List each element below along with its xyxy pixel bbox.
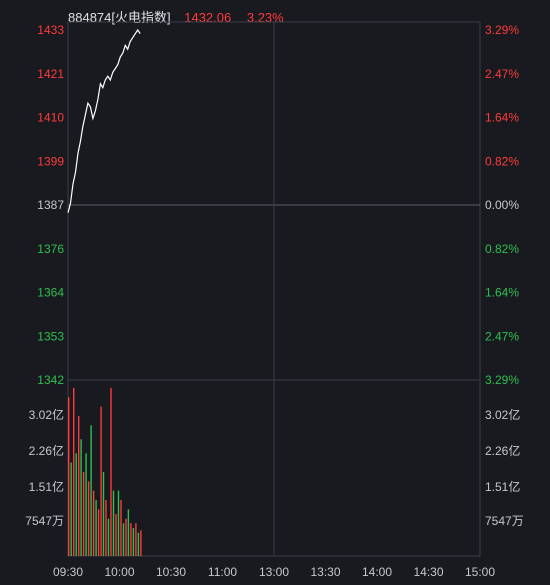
- time-tick-label: 09:30: [53, 565, 83, 579]
- volume-bar: [70, 462, 72, 556]
- volume-bar: [112, 490, 115, 556]
- volume-tick-label-left: 3.02亿: [29, 407, 64, 422]
- volume-tick-label-right: 1.51亿: [485, 479, 520, 494]
- chart-grid: [67, 21, 481, 557]
- volume-bar: [107, 518, 110, 556]
- volume-tick-label-right: 3.02亿: [485, 407, 520, 422]
- price-tick-label: 1364: [37, 286, 64, 300]
- volume-bar: [140, 530, 142, 556]
- time-axis: 09:30 10:00 10:30 11:00 13:00 13:30 14:00 14:30…: [53, 565, 495, 579]
- volume-bar: [130, 523, 132, 556]
- percent-tick-label: 2.47%: [485, 67, 519, 81]
- index-price: 1432.06: [184, 10, 232, 25]
- volume-bar: [80, 439, 82, 556]
- percent-tick-label: 2.47%: [485, 329, 519, 343]
- volume-bar: [122, 523, 125, 556]
- volume-bar: [127, 509, 130, 556]
- price-tick-label: 1376: [37, 242, 64, 256]
- price-tick-label: 1353: [37, 329, 64, 343]
- volume-bar: [102, 472, 105, 556]
- volume-tick-label-right: 2.26亿: [485, 443, 520, 458]
- percent-tick-label: 0.82%: [485, 154, 519, 168]
- time-tick-label: 14:30: [413, 565, 443, 579]
- time-tick-label: 13:00: [259, 565, 289, 579]
- time-tick-label: 10:30: [156, 565, 186, 579]
- volume-bar: [105, 500, 107, 556]
- volume-bar: [95, 500, 97, 556]
- price-tick-label: 1342: [37, 373, 64, 387]
- price-line: [67, 28, 141, 213]
- volume-bar: [100, 406, 102, 556]
- volume-bar: [125, 518, 127, 556]
- volume-bar: [68, 397, 70, 556]
- price-tick-label: 1433: [37, 23, 64, 37]
- index-change-percent: 3.23%: [246, 10, 284, 25]
- price-axis-left: 1433 1421 1410 1399 1387 1376 1364 1353 1342: [37, 23, 64, 387]
- volume-bar: [75, 453, 77, 556]
- volume-bar: [110, 387, 112, 556]
- volume-tick-label-left: 1.51亿: [29, 479, 64, 494]
- volume-bar: [135, 523, 137, 556]
- volume-bar: [117, 490, 120, 556]
- percent-axis-right: 3.29% 2.47% 1.64% 0.82% 0.00% 0.82% 1.64% 2.47%…: [485, 23, 519, 387]
- volume-bar: [73, 387, 75, 556]
- percent-tick-label: 1.64%: [485, 111, 519, 125]
- volume-bar: [85, 453, 87, 556]
- volume-tick-label-left: 2.26亿: [29, 443, 64, 458]
- time-tick-label: 13:30: [310, 565, 340, 579]
- volume-bar: [132, 528, 135, 556]
- price-tick-label: 1410: [37, 111, 64, 125]
- volume-bar: [115, 514, 117, 556]
- volume-bar: [90, 425, 92, 556]
- volume-bar: [97, 509, 100, 556]
- percent-tick-label: 3.29%: [485, 373, 519, 387]
- volume-axis: 3.02亿 3.02亿 2.26亿 2.26亿 1.51亿 1.51亿 7547万 7547万: [25, 407, 523, 528]
- volume-bar: [82, 472, 85, 556]
- volume-tick-label-right: 7547万: [485, 514, 524, 528]
- volume-bars: [68, 387, 142, 556]
- percent-tick-label: 0.82%: [485, 242, 519, 256]
- volume-bar: [120, 500, 122, 556]
- index-symbol[interactable]: 884874[火电指数]: [68, 10, 171, 25]
- price-tick-label: 1399: [37, 154, 64, 168]
- price-tick-label: 1421: [37, 67, 64, 81]
- volume-bar: [78, 415, 80, 556]
- percent-tick-label: 1.64%: [485, 286, 519, 300]
- volume-bar: [87, 481, 90, 556]
- percent-tick-label: 0.00%: [485, 198, 519, 212]
- price-tick-label: 1387: [37, 198, 64, 212]
- volume-bar: [137, 532, 140, 556]
- time-tick-label: 10:00: [104, 565, 134, 579]
- volume-tick-label-left: 7547万: [25, 514, 64, 528]
- time-tick-label: 15:00: [465, 565, 495, 579]
- chart-header: 884874[火电指数] 1432.06 3.23%: [68, 9, 284, 27]
- volume-bar: [92, 490, 95, 556]
- percent-tick-label: 3.29%: [485, 23, 519, 37]
- time-tick-label: 14:00: [362, 565, 392, 579]
- time-tick-label: 11:00: [208, 565, 237, 579]
